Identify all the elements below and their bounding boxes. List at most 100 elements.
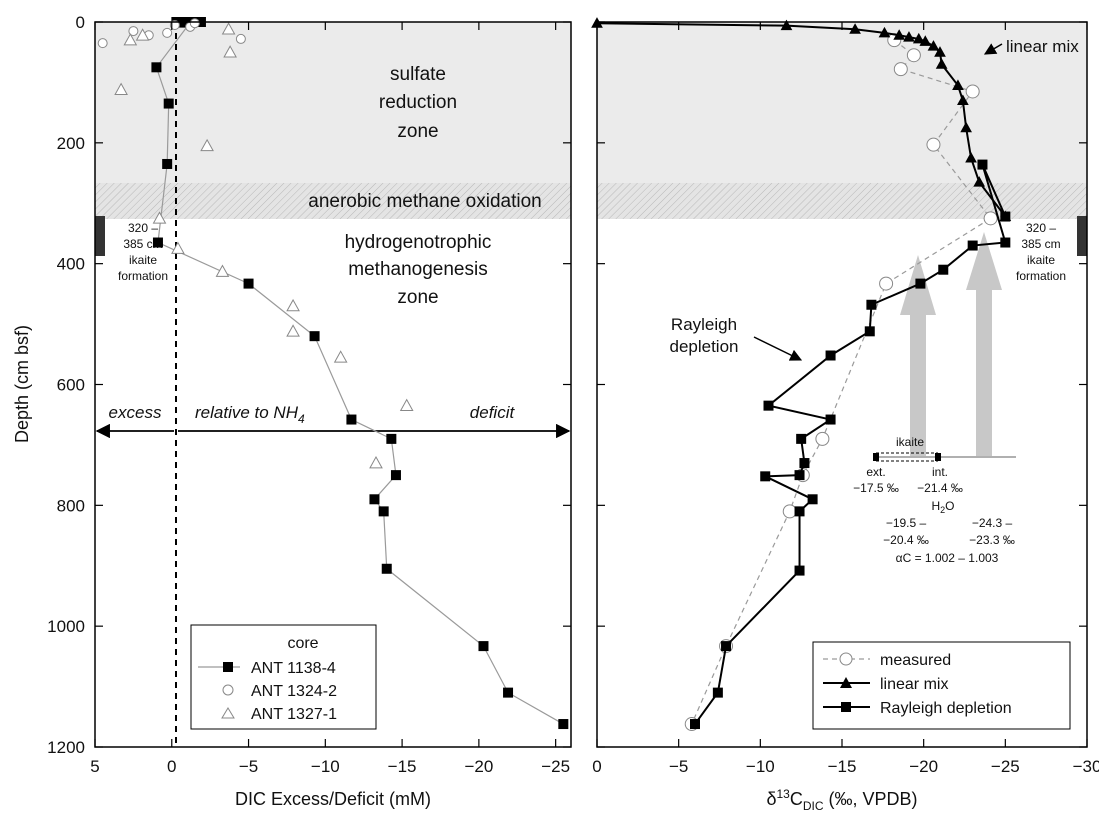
left-axes: 5 0 −5 −10 −15 −20 −25 0 200 400 600 800 1000 1200 [47,13,571,776]
right-series-line-rayleigh-depletion [694,164,1007,725]
right-point-measured [782,504,797,519]
left-x-tick-label: −10 [311,757,340,776]
right-point-rayleigh-depletion [866,299,877,310]
right-point-rayleigh-depletion [760,471,771,482]
left-point-ant-1138-4 [478,641,489,652]
zone-sulfate-line1: sulfate [390,64,446,85]
right-axes: 0 −5 −10 −15 −20 −25 −30 [592,21,1099,776]
zone-methano-line2: methanogenesis [348,259,487,280]
right-xlabel-13: 13 [776,787,790,801]
left-point-ant-1138-4 [369,494,380,505]
rayleigh-label-line2: depletion [669,337,738,356]
right-point-linear-mix [919,35,932,46]
right-point-linear-mix [965,151,977,163]
ikaite-int-line1: int. [932,465,948,479]
right-point-measured [983,211,998,226]
left-aom-zone [95,183,571,219]
right-point-linear-mix [878,26,891,38]
right-plot-marks [591,17,1012,732]
h2o-title: H2O [931,499,954,515]
left-legend-entry-0: ANT 1138-4 [251,660,336,677]
left-x-tick-label: 0 [167,757,176,776]
legend-marker-rayleigh [841,702,851,712]
h2o-right-line1: −24.3 – [972,516,1013,530]
right-point-measured [893,62,908,77]
left-point-ant-1138-4 [386,433,397,444]
ikaite-ext-marker [873,453,879,461]
linear-mix-pointer [983,43,1003,55]
right-legend: measured linear mix Rayleigh depletion [812,641,1071,730]
ikaite-ext-line2: −17.5 ‰ [853,481,899,495]
right-x-tick-label: 0 [592,757,601,776]
left-point-ant-1327-1 [123,33,138,46]
zone-aom-label: anerobic methane oxidation [308,191,541,212]
left-point-ant-1327-1 [399,398,414,411]
left-legend-box [190,624,377,730]
right-point-linear-mix [973,176,986,187]
left-legend-entry-2: ANT 1327-1 [251,706,337,723]
left-point-ant-1138-4 [558,719,569,730]
right-point-linear-mix [952,79,964,90]
right-point-rayleigh-depletion [807,494,818,505]
right-legend-entry-1: linear mix [880,676,948,693]
zone-methano-line3: zone [397,287,438,308]
h2o-title-h: H [931,499,940,513]
h2o-title-o: O [945,499,954,513]
left-x-axis-label: DIC Excess/Deficit (mM) [235,789,431,809]
right-point-rayleigh-depletion [915,278,926,289]
left-point-ant-1327-1 [223,45,237,58]
right-aom-zone [597,183,1087,219]
left-point-ant-1327-1 [135,28,150,41]
h2o-left-line1: −19.5 – [886,516,927,530]
right-point-rayleigh-depletion [794,470,805,481]
left-point-ant-1138-4 [152,237,163,248]
ikaite-annot-title: ikaite [896,435,924,449]
right-x-axis-label: δ13CDIC (‰, VPDB) [766,787,917,813]
right-point-rayleigh-depletion [825,414,836,425]
ikaite-right-line4: formation [1016,269,1066,283]
left-point-ant-1138-4 [390,470,401,481]
left-legend-entry-1: ANT 1324-2 [251,683,337,700]
h2o-right-line2: −23.3 ‰ [969,533,1015,547]
right-point-linear-mix [780,19,793,31]
right-point-rayleigh-depletion [967,240,978,251]
right-point-rayleigh-depletion [794,565,805,576]
left-point-ant-1327-1 [221,22,236,35]
left-point-ant-1327-1 [171,241,185,254]
right-x-tick-label: −20 [909,757,938,776]
left-point-ant-1138-4 [151,62,162,73]
left-y-tick-label: 600 [57,376,85,395]
left-sulfate-zone [95,22,571,183]
left-point-ant-1138-4 [243,278,254,289]
relative-label-sub: 4 [298,412,305,426]
right-sulfate-zone [597,22,1087,183]
right-xlabel-DIC: DIC [803,799,824,813]
right-point-rayleigh-depletion [721,641,732,652]
left-point-ant-1327-1 [369,456,383,469]
ikaite-ext-line1: ext. [866,465,885,479]
right-legend-entry-0: measured [880,652,951,669]
left-point-ant-1327-1 [114,82,128,95]
ikaite-right-line2: 385 cm [1021,237,1060,251]
right-point-measured [926,137,941,152]
ikaite-left-line2: 385 cm [123,237,162,251]
ikaite-left-line4: formation [118,269,168,283]
ikaite-int-marker [935,453,941,461]
left-panel: sulfate reduction zone anerobic methane … [47,13,572,776]
relative-label: relative to NH4 [195,403,305,426]
left-point-ant-1138-4 [163,98,174,109]
right-point-rayleigh-depletion [794,506,805,517]
legend-marker-triangle [221,707,235,719]
left-y-tick-label: 0 [76,13,85,32]
right-point-linear-mix [893,29,906,40]
left-x-tick-label: −25 [541,757,570,776]
linear-mix-label: linear mix [1006,37,1079,56]
left-point-ant-1324-2 [169,20,180,31]
left-x-tick-label: 5 [90,757,99,776]
deficit-label: deficit [470,403,516,422]
left-y-tick-label: 800 [57,496,85,515]
left-point-ant-1138-4 [381,563,392,574]
right-ikaite-bar [1077,216,1087,256]
rayleigh-label-line1: Rayleigh [671,315,737,334]
